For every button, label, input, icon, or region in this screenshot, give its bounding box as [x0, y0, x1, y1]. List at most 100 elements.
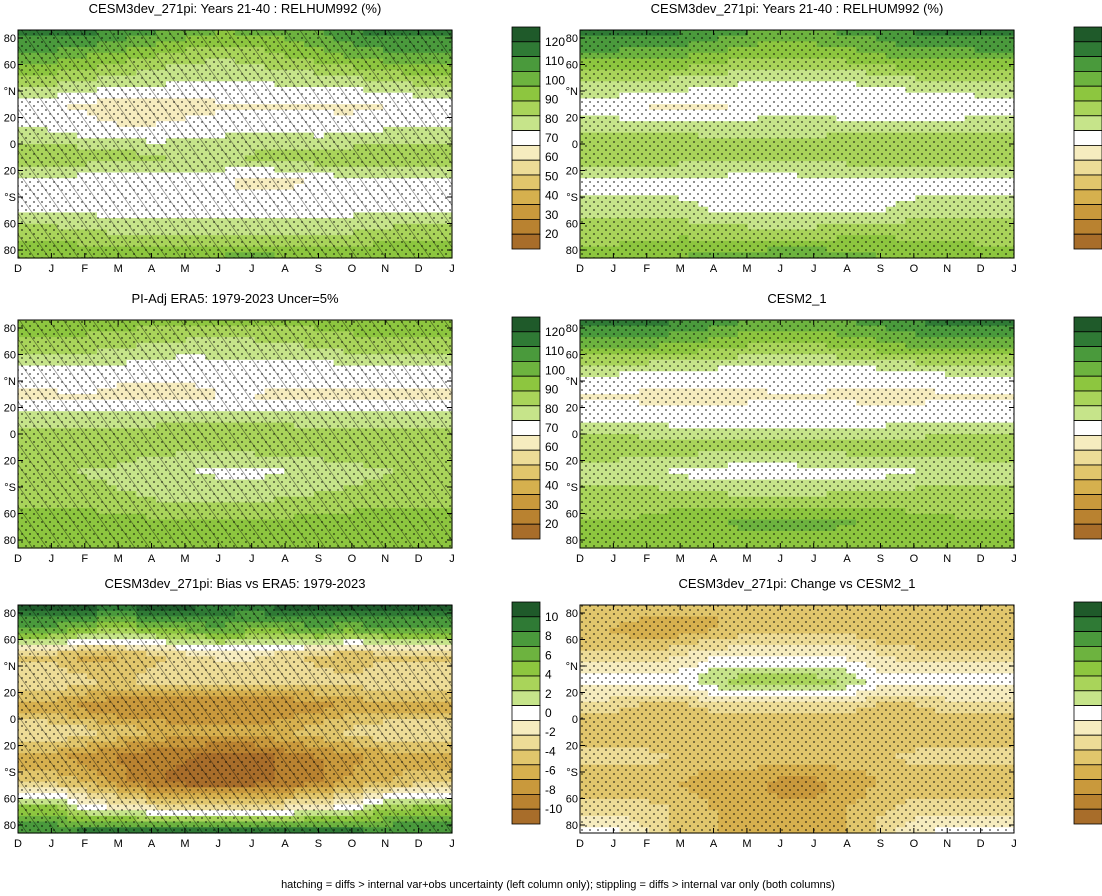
x-tick-label: J	[811, 263, 817, 275]
x-tick-label: A	[710, 263, 718, 275]
colorbar-box	[512, 175, 540, 190]
x-tick-label: J	[449, 263, 455, 275]
y-tick-label: °S	[4, 192, 16, 204]
x-tick-label: J	[49, 263, 55, 275]
x-tick-label: O	[910, 263, 919, 275]
panels: CESM3dev_271pi: Years 21-40 : RELHUM992 …	[4, 1, 1102, 850]
x-tick-label: M	[676, 263, 685, 275]
x-tick-label: A	[843, 263, 851, 275]
chart-panel-2: CESM3dev_271pi: Years 21-40 : RELHUM992 …	[566, 1, 1102, 275]
colorbar-box	[512, 86, 540, 101]
colorbar-box	[512, 57, 540, 72]
colorbar-box	[1074, 131, 1102, 146]
colorbar: 120 110 100 90 80 70 60 50 40 30 20	[512, 27, 565, 249]
chart-panel-1: CESM3dev_271pi: Years 21-40 : RELHUM992 …	[4, 1, 566, 275]
y-tick-label: 20	[566, 113, 578, 125]
x-tick-label: M	[114, 263, 123, 275]
x-tick-label: S	[877, 263, 884, 275]
y-tick-label: 0	[572, 139, 578, 151]
colorbar-box	[512, 205, 540, 220]
colorbar-box	[512, 42, 540, 57]
colorbar-box	[1074, 71, 1102, 86]
stippling-overlay	[580, 30, 1014, 258]
colorbar-box	[512, 190, 540, 205]
colorbar-box	[512, 160, 540, 175]
colorbar-label: 20	[545, 227, 559, 241]
y-tick-label: 60	[566, 60, 578, 72]
x-tick-label: A	[281, 263, 289, 275]
colorbar-label: 50	[545, 169, 559, 183]
colorbar-box	[512, 101, 540, 116]
x-tick-label: F	[643, 263, 650, 275]
colorbar-box	[1074, 42, 1102, 57]
colorbar-label: 110	[545, 54, 564, 68]
y-tick-label: 20	[566, 166, 578, 178]
colorbar-box	[1074, 190, 1102, 205]
colorbar-box	[512, 234, 540, 249]
y-tick-label: 60	[4, 219, 16, 231]
x-tick-label: J	[611, 263, 617, 275]
colorbar-box	[1074, 145, 1102, 160]
y-tick-label: °S	[566, 192, 578, 204]
x-tick-label: D	[415, 263, 423, 275]
x-tick-label: M	[180, 263, 189, 275]
colorbar-box	[1074, 86, 1102, 101]
y-tick-label: °N	[566, 86, 578, 98]
x-tick-label: J	[778, 263, 784, 275]
colorbar-box	[1074, 219, 1102, 234]
colorbar-box	[1074, 116, 1102, 131]
hatching-overlay	[18, 30, 452, 258]
y-tick-label: 60	[566, 219, 578, 231]
colorbar-box	[1074, 101, 1102, 116]
x-tick-label: J	[216, 263, 222, 275]
colorbar-box	[512, 27, 540, 42]
y-tick-label: 20	[4, 113, 16, 125]
x-tick-label: J	[1011, 263, 1017, 275]
x-tick-label: N	[381, 263, 389, 275]
colorbar-box	[512, 71, 540, 86]
colorbar-label: 90	[545, 93, 559, 107]
colorbar-label: 60	[545, 150, 559, 164]
colorbar-box	[1074, 175, 1102, 190]
y-tick-label: 0	[10, 139, 16, 151]
x-tick-label: A	[148, 263, 156, 275]
colorbar-box	[1074, 205, 1102, 220]
y-tick-label: 80	[566, 245, 578, 257]
colorbar-box	[1074, 57, 1102, 72]
chart-title: CESM3dev_271pi: Years 21-40 : RELHUM992 …	[89, 1, 382, 16]
x-tick-label: M	[742, 263, 751, 275]
x-tick-label: D	[977, 263, 985, 275]
chart-title: PI-Adj ERA5: 1979-2023 Uncer=5%	[131, 291, 338, 306]
y-tick-label: °N	[4, 86, 16, 98]
colorbar-box	[1074, 160, 1102, 175]
x-tick-label: O	[348, 263, 357, 275]
colorbar-label: 30	[545, 208, 559, 222]
colorbar-label: 80	[545, 112, 559, 126]
x-tick-label: F	[81, 263, 88, 275]
y-tick-label: 80	[4, 33, 16, 45]
x-tick-label: D	[14, 263, 22, 275]
colorbar-box	[512, 131, 540, 146]
y-tick-label: 60	[4, 60, 16, 72]
x-tick-label: N	[943, 263, 951, 275]
colorbar-label: 100	[545, 73, 565, 87]
colorbar-box	[512, 219, 540, 234]
y-tick-label: 20	[4, 166, 16, 178]
colorbar-label: 120	[545, 35, 565, 49]
colorbar-box	[1074, 27, 1102, 42]
colorbar-box	[512, 116, 540, 131]
x-tick-label: S	[315, 263, 322, 275]
colorbar-label: 70	[545, 131, 559, 145]
x-tick-label: D	[576, 263, 584, 275]
chart-title: CESM3dev_271pi: Years 21-40 : RELHUM992 …	[651, 1, 944, 16]
colorbar-box	[1074, 234, 1102, 249]
y-tick-label: 80	[4, 245, 16, 257]
colorbar-label: 40	[545, 189, 559, 203]
colorbar-box	[512, 145, 540, 160]
x-tick-label: J	[249, 263, 255, 275]
y-tick-label: 80	[566, 33, 578, 45]
